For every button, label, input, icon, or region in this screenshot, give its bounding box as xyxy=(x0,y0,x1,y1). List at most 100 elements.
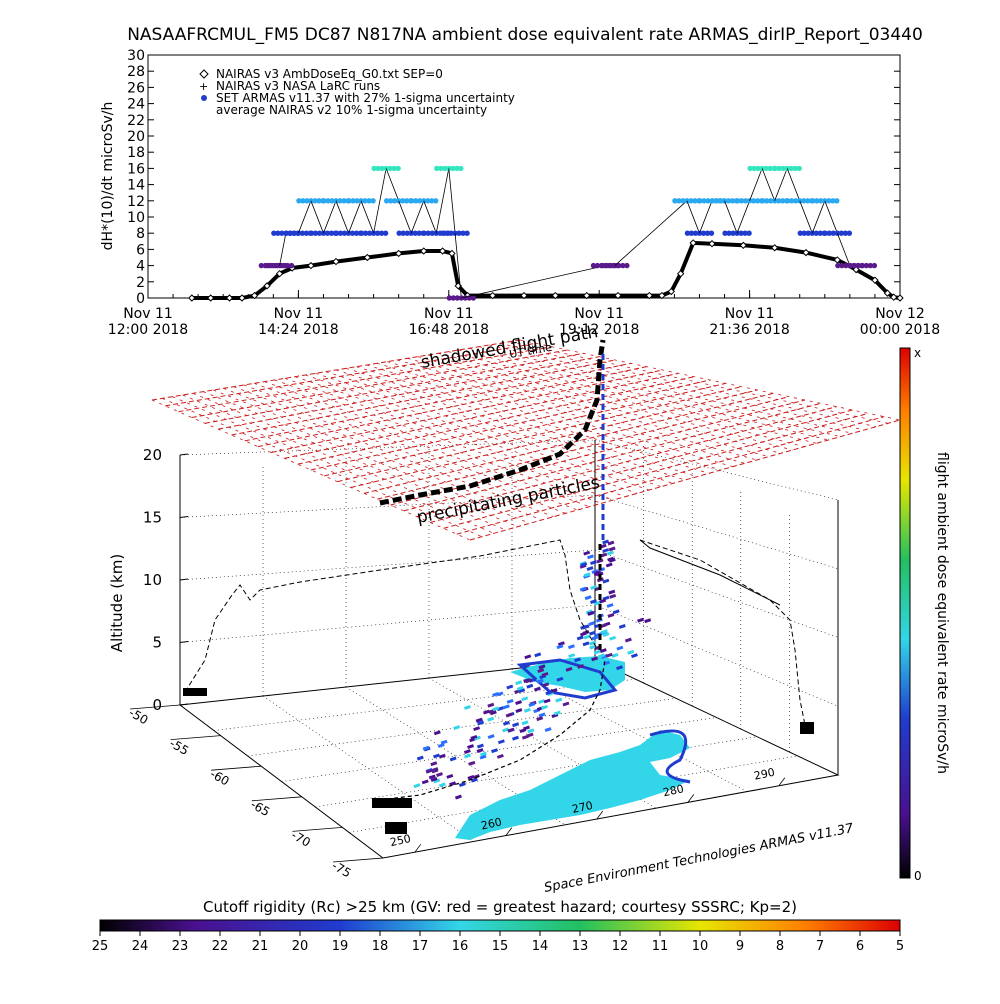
armas-point xyxy=(279,230,285,236)
particle-layer-line xyxy=(376,362,733,468)
armas-point xyxy=(620,262,626,269)
contour-mark xyxy=(600,629,608,635)
contour-mark xyxy=(618,624,626,629)
particle-layer-line xyxy=(427,354,793,451)
longitude-tick-label: 250 xyxy=(389,832,412,849)
armas-point xyxy=(755,165,761,172)
cutoff-tick-label: 15 xyxy=(492,939,509,954)
y-tick-label: 14 xyxy=(127,178,145,194)
contour-mark xyxy=(526,683,534,689)
contour-mark xyxy=(616,645,624,651)
armas-point xyxy=(713,198,720,204)
nairas-v3-point xyxy=(582,291,591,300)
armas-connector xyxy=(398,200,412,234)
latitude-tick xyxy=(332,857,384,863)
armas-connector xyxy=(323,200,337,234)
contour-mark xyxy=(536,678,544,684)
contour-mark xyxy=(487,716,495,722)
particle-layer-line xyxy=(172,396,495,534)
contour-mark xyxy=(599,598,607,604)
armas-point xyxy=(680,198,686,204)
contour-mark xyxy=(502,704,510,710)
armas-point xyxy=(793,198,799,204)
armas-point xyxy=(417,198,423,204)
legend-plus-marker: + xyxy=(199,80,208,93)
contour-mark xyxy=(574,657,582,663)
ground-track xyxy=(379,659,606,801)
particle-layer-line xyxy=(202,391,530,524)
armas-point xyxy=(817,230,823,236)
contour-mark xyxy=(538,699,546,704)
contour-mark xyxy=(512,735,519,741)
particle-layer-line xyxy=(443,412,869,529)
floor-grid-line xyxy=(213,678,636,731)
contour-mark xyxy=(433,753,440,759)
nairas-v3-point xyxy=(225,294,234,302)
legend-entry-label: average NAIRAS v2 10% 1-sigma uncertaint… xyxy=(216,103,487,117)
contour-mark xyxy=(576,635,584,641)
contour-mark xyxy=(590,585,598,590)
armas-point xyxy=(395,198,402,204)
contour-mark xyxy=(587,662,595,668)
contour-mark xyxy=(502,727,510,733)
contour-mark xyxy=(580,562,588,567)
dose-rate-colorbar-gradient xyxy=(899,347,911,879)
armas-point xyxy=(391,165,397,172)
contour-mark xyxy=(433,730,441,736)
armas-point xyxy=(358,198,364,204)
particle-layer-line xyxy=(204,352,584,424)
armas-point xyxy=(726,230,732,236)
contour-mark xyxy=(598,567,606,572)
armas-point xyxy=(747,165,753,172)
contour-mark xyxy=(497,739,505,745)
armas-point xyxy=(624,262,630,269)
contour-mark xyxy=(583,634,591,640)
particle-layer-line xyxy=(257,366,647,448)
armas-point xyxy=(734,198,741,204)
contour-mark xyxy=(524,654,532,660)
armas-point xyxy=(813,230,819,236)
contour-mark xyxy=(440,739,448,745)
particle-layer-line xyxy=(387,361,745,464)
contour-mark xyxy=(606,550,614,556)
armas-point xyxy=(772,165,778,172)
contour-mark xyxy=(421,779,429,785)
contour-mark xyxy=(605,562,613,568)
contour-mark xyxy=(541,704,548,710)
contour-mark xyxy=(582,641,590,647)
armas-connector xyxy=(799,200,813,234)
nairas-v3-point xyxy=(667,287,675,296)
contour-mark xyxy=(515,700,523,705)
cutoff-tick-label: 16 xyxy=(452,939,469,954)
armas-point xyxy=(730,230,736,236)
armas-point xyxy=(742,198,749,204)
longitude-tick xyxy=(596,810,604,820)
armas-point xyxy=(391,198,398,204)
contour-mark xyxy=(425,768,433,774)
armas-point xyxy=(325,198,331,204)
armas-point xyxy=(291,230,298,236)
y-tick-label: 20 xyxy=(127,129,145,145)
nairas-v3-point xyxy=(488,291,497,300)
altitude-tick-label: 0 xyxy=(152,696,162,714)
contour-mark xyxy=(606,603,614,608)
armas-point xyxy=(400,230,406,236)
armas-point xyxy=(448,230,454,236)
contour-mark xyxy=(422,745,430,751)
armas-point xyxy=(826,230,833,236)
particle-layer-line xyxy=(192,392,518,528)
armas-point xyxy=(717,198,724,204)
cutoff-tick-label: 6 xyxy=(856,939,864,954)
armas-point xyxy=(708,230,715,236)
armas-point xyxy=(308,198,314,204)
armas-point xyxy=(429,198,435,204)
cutoff-tick-label: 9 xyxy=(736,939,744,954)
contour-mark xyxy=(607,540,615,546)
armas-point xyxy=(788,165,794,172)
armas-point xyxy=(830,198,836,204)
contour-mark xyxy=(463,705,471,710)
legend-dot-marker xyxy=(201,95,207,101)
armas-point xyxy=(839,262,845,269)
longitude-ticks: 250 260 270 280 290 xyxy=(389,766,786,853)
contour-mark xyxy=(567,644,575,650)
